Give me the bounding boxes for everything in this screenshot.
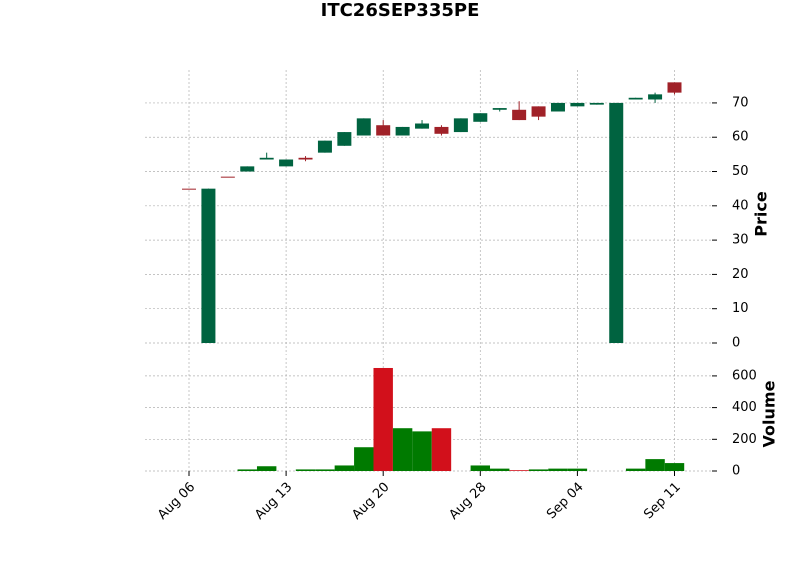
volume-tick-label: 600 [732,368,757,383]
candle-body [201,188,216,343]
candle-body [279,159,294,167]
candle-body [182,188,196,190]
volume-tick-label: 400 [732,400,757,415]
candle-body [667,82,682,93]
x-tick-label: Sep 11 [641,480,684,523]
candle-body [395,126,410,136]
volume-bar [392,428,413,471]
y-tick-label: 70 [732,95,749,110]
candle-body [298,157,313,160]
volume-tick-label: 200 [732,432,757,447]
y-tick-label: 50 [732,164,749,179]
y-tick-label: 10 [732,301,749,316]
candle-body [240,166,255,172]
volume-bar [567,468,588,471]
candle-body [492,108,507,110]
candle-body [628,97,643,100]
candle-body [648,94,663,100]
candle-body [531,106,546,117]
x-tick-label: Aug 06 [155,480,198,523]
volume-bar [490,468,510,471]
volume-bar [664,463,685,471]
candle-body [259,157,274,160]
x-tick-label: Aug 20 [349,480,392,523]
candle-body [337,132,352,146]
candle-body [609,102,624,343]
candle-body [589,102,604,105]
x-tick-label: Sep 04 [544,480,587,523]
candle-body [317,140,332,153]
candle-body [550,102,565,112]
volume-bar [528,469,549,471]
x-tick-label: Aug 28 [446,480,489,523]
candle-body [570,102,585,107]
volume-bar [509,470,529,471]
volume-bar [334,465,355,471]
y-tick-label: 20 [732,267,749,282]
volume-tick-label: 0 [732,464,740,479]
volume-axis-label: Volume [760,380,779,447]
volume-bar [237,469,257,471]
candle-body [220,176,235,178]
volume-bar [412,431,432,471]
candle-body [434,126,449,134]
y-tick-label: 30 [732,233,749,248]
y-tick-label: 40 [732,198,749,213]
volume-bar [256,466,277,471]
candle-body [473,113,488,122]
volume-bar [295,469,316,471]
candle-body [376,125,391,136]
chart-title: ITC26SEP335PE [321,0,480,21]
volume-bar [354,447,374,471]
volume-bar [645,459,665,471]
y-tick-label: 60 [732,130,749,145]
candle-body [415,123,430,129]
volume-bar [470,465,491,471]
volume-bar [373,367,393,471]
volume-bar [431,428,452,471]
y-tick-label: 0 [732,335,740,350]
volume-bar [315,469,335,471]
candle-body [356,118,371,136]
x-tick-label: Aug 13 [252,480,295,523]
volume-bar [625,468,646,471]
candle-body [512,109,527,121]
candle-body [453,118,468,133]
volume-bar [548,468,568,471]
y-axis-label: Price [752,191,771,237]
